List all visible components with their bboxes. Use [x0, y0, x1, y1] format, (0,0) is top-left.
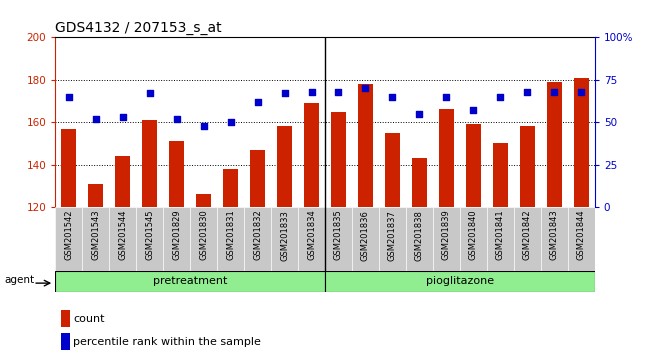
Text: GSM201833: GSM201833 [280, 210, 289, 261]
Text: GSM201836: GSM201836 [361, 210, 370, 261]
Bar [325, 271, 595, 292]
Bar [163, 207, 190, 271]
Point [172, 116, 182, 121]
Text: GSM201544: GSM201544 [118, 210, 127, 260]
Text: GSM201834: GSM201834 [307, 210, 316, 261]
Text: GSM201543: GSM201543 [91, 210, 100, 260]
Point [576, 89, 586, 95]
Point [387, 94, 398, 99]
Text: GSM201832: GSM201832 [253, 210, 262, 261]
Text: GDS4132 / 207153_s_at: GDS4132 / 207153_s_at [55, 21, 222, 35]
Bar [406, 207, 433, 271]
Bar [115, 156, 130, 207]
Bar [568, 207, 595, 271]
Bar [325, 207, 352, 271]
Point [549, 89, 560, 95]
Point [360, 85, 370, 91]
Point [252, 99, 263, 104]
Text: GSM201839: GSM201839 [442, 210, 451, 261]
Text: pretreatment: pretreatment [153, 276, 228, 286]
Text: GSM201837: GSM201837 [388, 210, 397, 261]
Bar [331, 112, 346, 207]
Point [280, 90, 290, 96]
Bar [547, 82, 562, 207]
Text: GSM201829: GSM201829 [172, 210, 181, 260]
Bar [55, 207, 83, 271]
Bar [493, 143, 508, 207]
Point [522, 89, 532, 95]
Bar [82, 207, 109, 271]
Point [495, 94, 506, 99]
Bar [379, 207, 406, 271]
Bar [250, 150, 265, 207]
Point [333, 89, 344, 95]
Text: GSM201545: GSM201545 [145, 210, 154, 260]
Bar [169, 141, 184, 207]
Bar [520, 126, 535, 207]
Point [468, 107, 478, 113]
Text: GSM201835: GSM201835 [334, 210, 343, 261]
Bar [88, 184, 103, 207]
Bar [460, 207, 487, 271]
Bar [574, 78, 589, 207]
Bar [190, 207, 217, 271]
Text: GSM201831: GSM201831 [226, 210, 235, 261]
Bar [487, 207, 514, 271]
Bar [514, 207, 541, 271]
Bar [142, 120, 157, 207]
Bar [244, 207, 271, 271]
Bar [304, 103, 319, 207]
Text: pioglitazone: pioglitazone [426, 276, 494, 286]
Point [198, 123, 209, 129]
Bar [60, 333, 70, 350]
Text: GSM201542: GSM201542 [64, 210, 73, 260]
Text: GSM201844: GSM201844 [577, 210, 586, 260]
Point [118, 114, 128, 120]
Bar [136, 207, 163, 271]
Bar [433, 207, 460, 271]
Bar [196, 194, 211, 207]
Bar [61, 129, 76, 207]
Bar [277, 126, 292, 207]
Bar [358, 84, 373, 207]
Text: agent: agent [5, 275, 34, 285]
Text: GSM201841: GSM201841 [496, 210, 505, 260]
Bar [109, 207, 136, 271]
Text: GSM201840: GSM201840 [469, 210, 478, 260]
Point [306, 89, 317, 95]
Point [226, 119, 236, 125]
Text: percentile rank within the sample: percentile rank within the sample [73, 337, 261, 347]
Point [144, 90, 155, 96]
Bar [55, 271, 325, 292]
Bar [217, 207, 244, 271]
Bar [439, 109, 454, 207]
Bar [60, 310, 70, 327]
Bar [412, 158, 427, 207]
Text: GSM201842: GSM201842 [523, 210, 532, 260]
Point [441, 94, 452, 99]
Bar [223, 169, 238, 207]
Point [414, 111, 424, 116]
Bar [466, 124, 481, 207]
Bar [298, 207, 325, 271]
Point [64, 94, 74, 99]
Text: GSM201830: GSM201830 [199, 210, 208, 261]
Bar [541, 207, 568, 271]
Text: GSM201838: GSM201838 [415, 210, 424, 261]
Text: count: count [73, 314, 105, 324]
Bar [352, 207, 379, 271]
Bar [271, 207, 298, 271]
Bar [385, 133, 400, 207]
Text: GSM201843: GSM201843 [550, 210, 559, 261]
Point [90, 116, 101, 121]
